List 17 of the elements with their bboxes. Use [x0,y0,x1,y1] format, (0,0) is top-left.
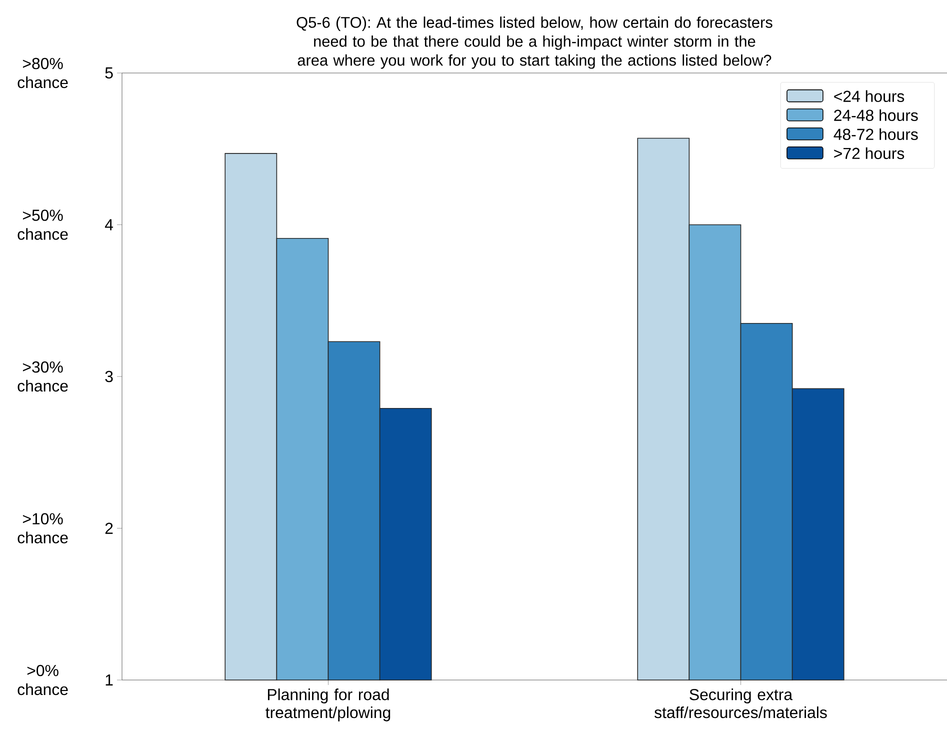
y-tick-label: 5 [105,67,113,79]
x-tick-label: Securing extra staff/resources/materials [654,688,827,718]
y-tick-label: 3 [105,370,113,382]
legend-label: 24-48 hours [834,109,918,122]
y-tick-label: 1 [106,674,113,686]
chart-title: Q5-6 (TO): At the lead-times listed below, how certain do forecasters need to be that there could be a high-impact winter storm in the area where you work for you to start taking the actions listed below? [296,16,772,69]
legend-label: <24 hours [834,90,904,102]
text: >30% chance [18,361,68,392]
text: >10% chance [18,513,68,544]
legend-label: 48-72 hours [834,128,918,140]
legend-label: >72 hours [834,147,904,160]
text: >80% chance [18,58,68,88]
x-tick-label: Planning for road treatment/plowing [266,688,390,722]
y-tick-label: 4 [104,219,114,230]
y-tick-label: 2 [105,522,113,534]
text: >50% chance [18,210,68,240]
text: >0% chance [18,664,68,696]
